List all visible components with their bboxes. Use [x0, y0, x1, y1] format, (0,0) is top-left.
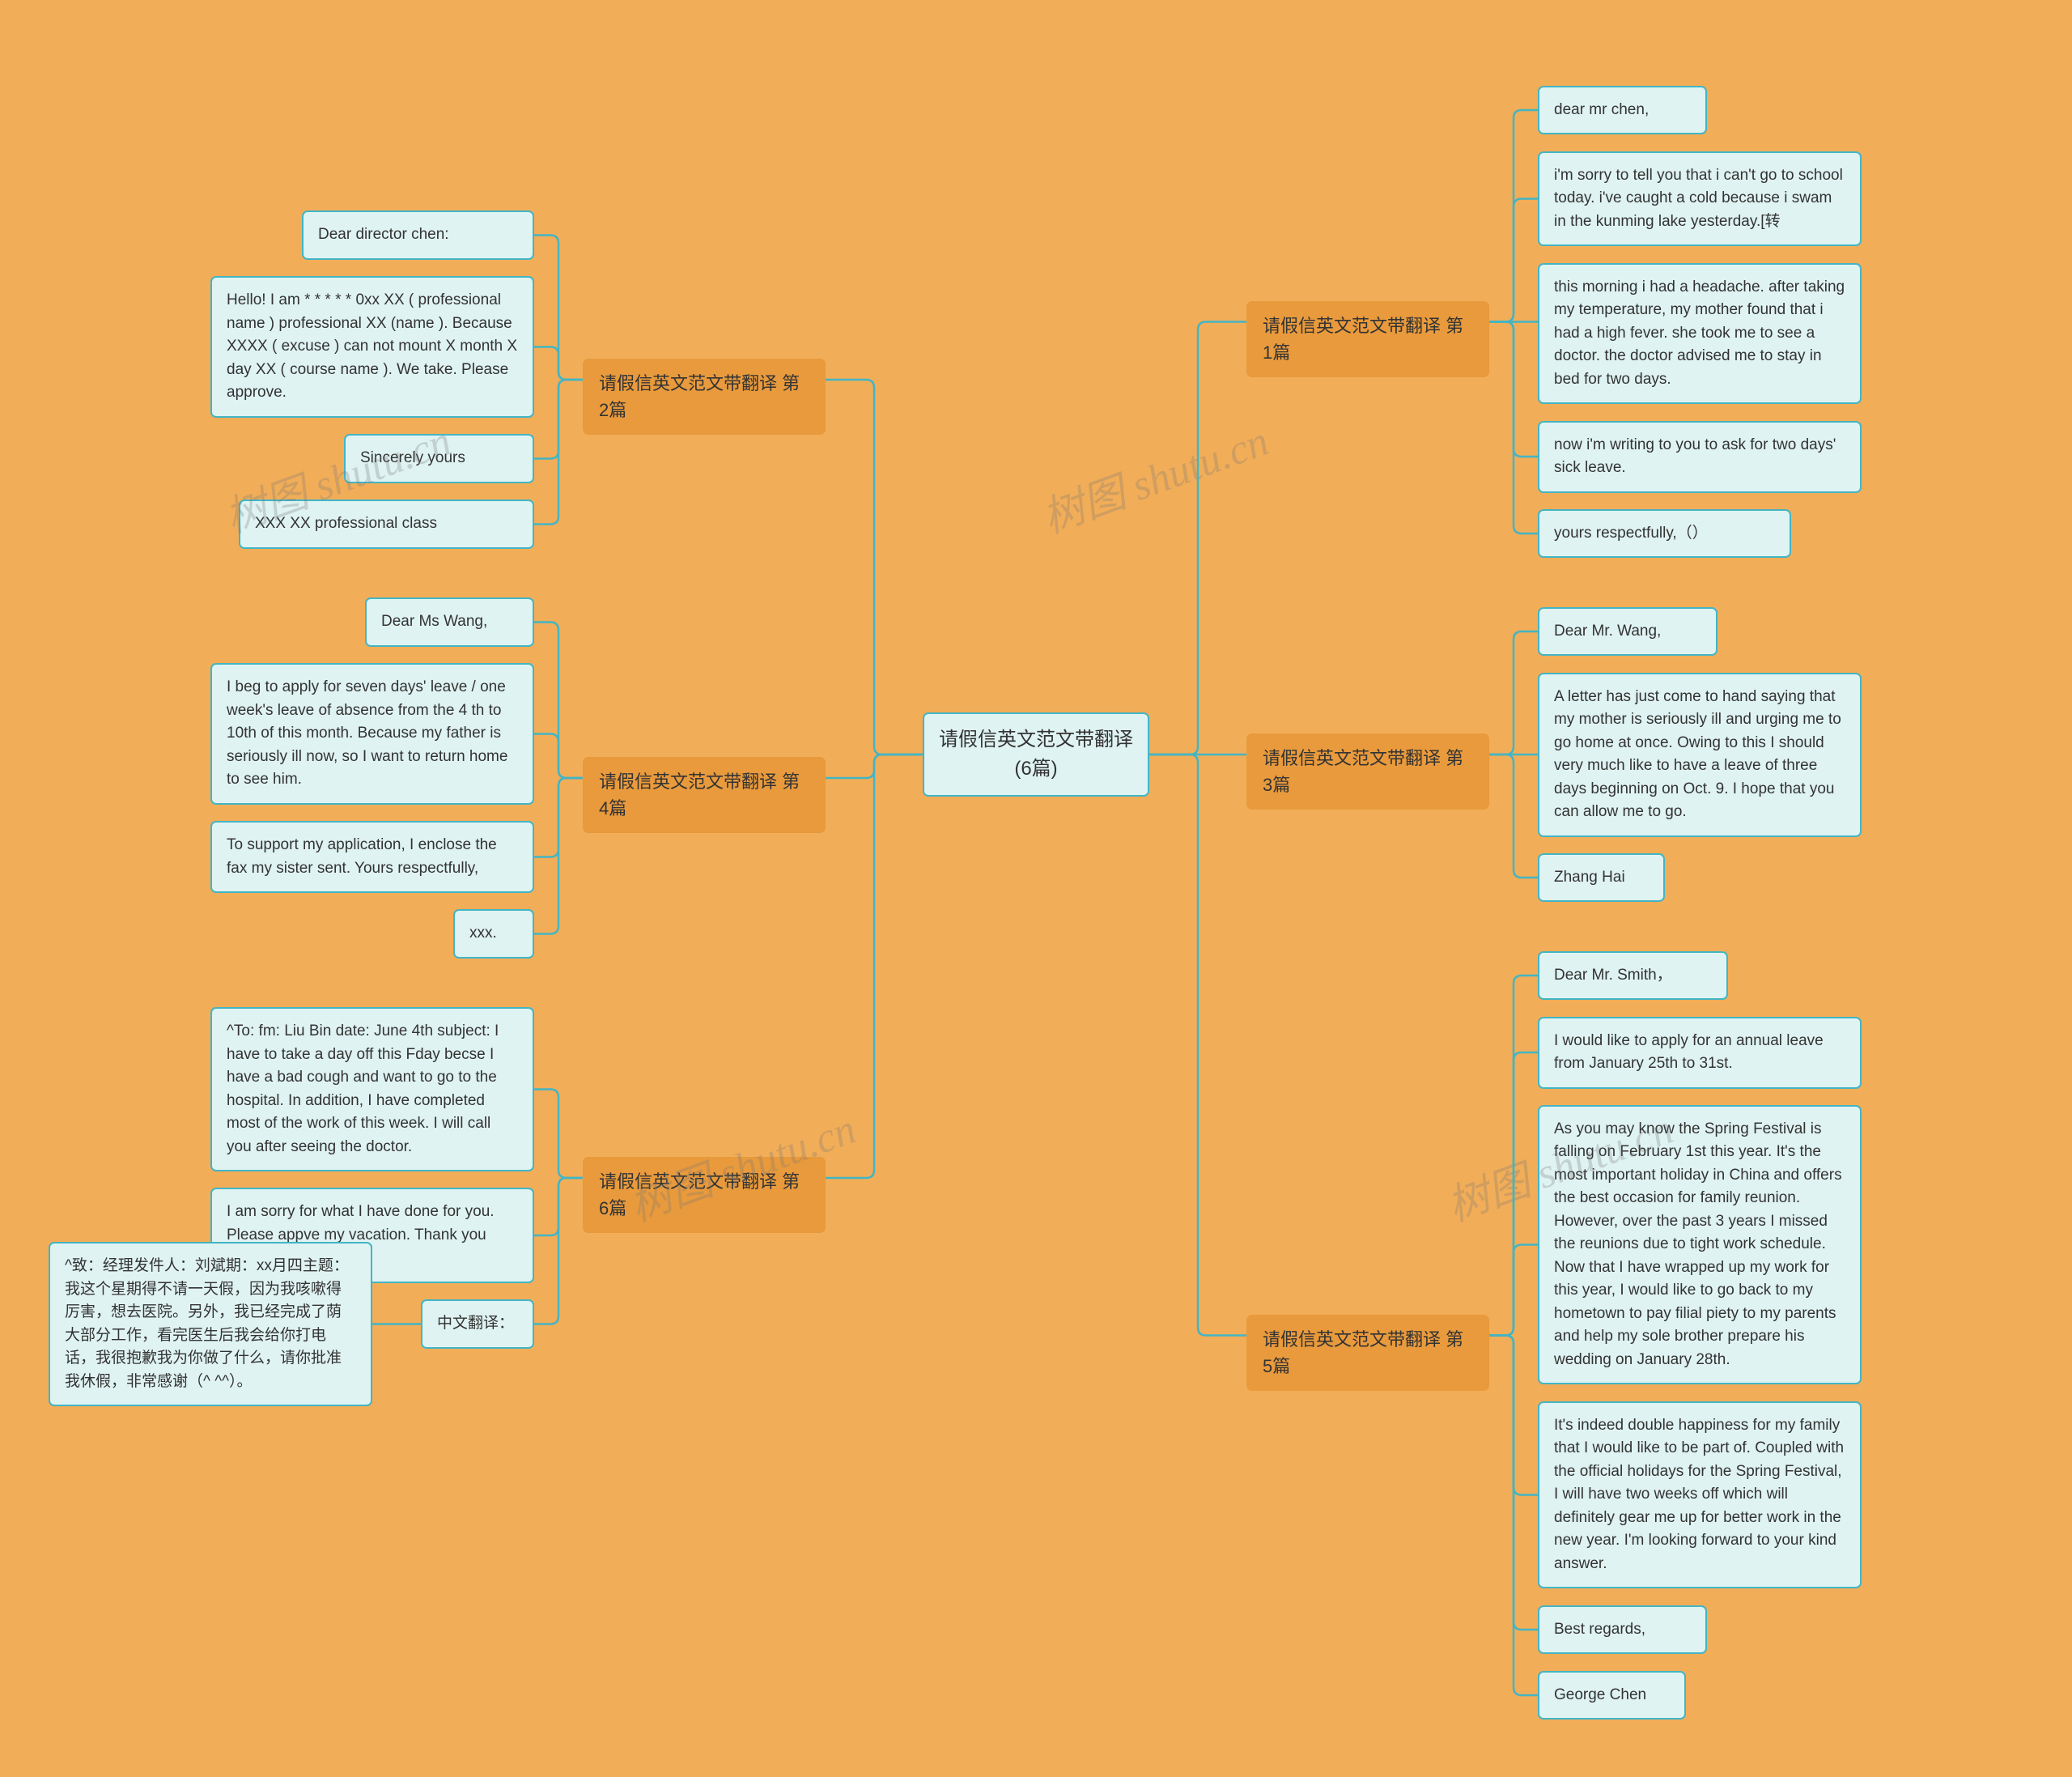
- branch-node: 请假信英文范文带翻译 第1篇: [1246, 301, 1489, 377]
- leaf-node: Hello! I am * * * * * 0xx XX ( professio…: [210, 276, 534, 418]
- branch-node: 请假信英文范文带翻译 第3篇: [1246, 733, 1489, 810]
- leaf-node: Dear Ms Wang,: [365, 597, 534, 647]
- branch-node: 请假信英文范文带翻译 第4篇: [583, 757, 826, 833]
- leaf-node: i'm sorry to tell you that i can't go to…: [1538, 151, 1862, 247]
- leaf-node: Dear Mr. Smith，: [1538, 951, 1728, 1001]
- leaf-node: ^致：经理发件人：刘斌期：xx月四主题：我这个星期得不请一天假，因为我咳嗽得厉害…: [49, 1242, 372, 1406]
- leaf-node: Dear director chen:: [302, 210, 534, 260]
- leaf-node: yours respectfully,（）: [1538, 509, 1791, 559]
- leaf-node: I would like to apply for an annual leav…: [1538, 1017, 1862, 1089]
- leaf-node: It's indeed double happiness for my fami…: [1538, 1401, 1862, 1589]
- leaf-node: A letter has just come to hand saying th…: [1538, 673, 1862, 837]
- branch-node: 请假信英文范文带翻译 第5篇: [1246, 1315, 1489, 1391]
- watermark: 树图 shutu.cn: [1033, 406, 1276, 544]
- leaf-node: As you may know the Spring Festival is f…: [1538, 1105, 1862, 1385]
- branch-node: 请假信英文范文带翻译 第2篇: [583, 359, 826, 435]
- leaf-node: ^To: fm: Liu Bin date: June 4th subject:…: [210, 1007, 534, 1171]
- leaf-node: dear mr chen,: [1538, 86, 1707, 135]
- leaf-node: Best regards,: [1538, 1605, 1707, 1655]
- leaf-node: xxx.: [453, 909, 534, 959]
- leaf-node: this morning i had a headache. after tak…: [1538, 263, 1862, 405]
- leaf-node: now i'm writing to you to ask for two da…: [1538, 421, 1862, 493]
- leaf-node: Dear Mr. Wang,: [1538, 607, 1717, 657]
- leaf-node: Sincerely yours: [344, 434, 534, 483]
- leaf-node: I beg to apply for seven days' leave / o…: [210, 663, 534, 805]
- root-node: 请假信英文范文带翻译(6篇): [923, 712, 1149, 797]
- leaf-node: Zhang Hai: [1538, 853, 1665, 903]
- leaf-node: To support my application, I enclose the…: [210, 821, 534, 893]
- branch-node: 请假信英文范文带翻译 第6篇: [583, 1157, 826, 1233]
- leaf-node: George Chen: [1538, 1671, 1686, 1720]
- sub-branch-node: 中文翻译：: [421, 1299, 534, 1349]
- leaf-node: XXX XX professional class: [239, 500, 534, 549]
- mindmap-canvas: 请假信英文范文带翻译(6篇) dear mr chen, i'm sorry to …: [0, 0, 2072, 1777]
